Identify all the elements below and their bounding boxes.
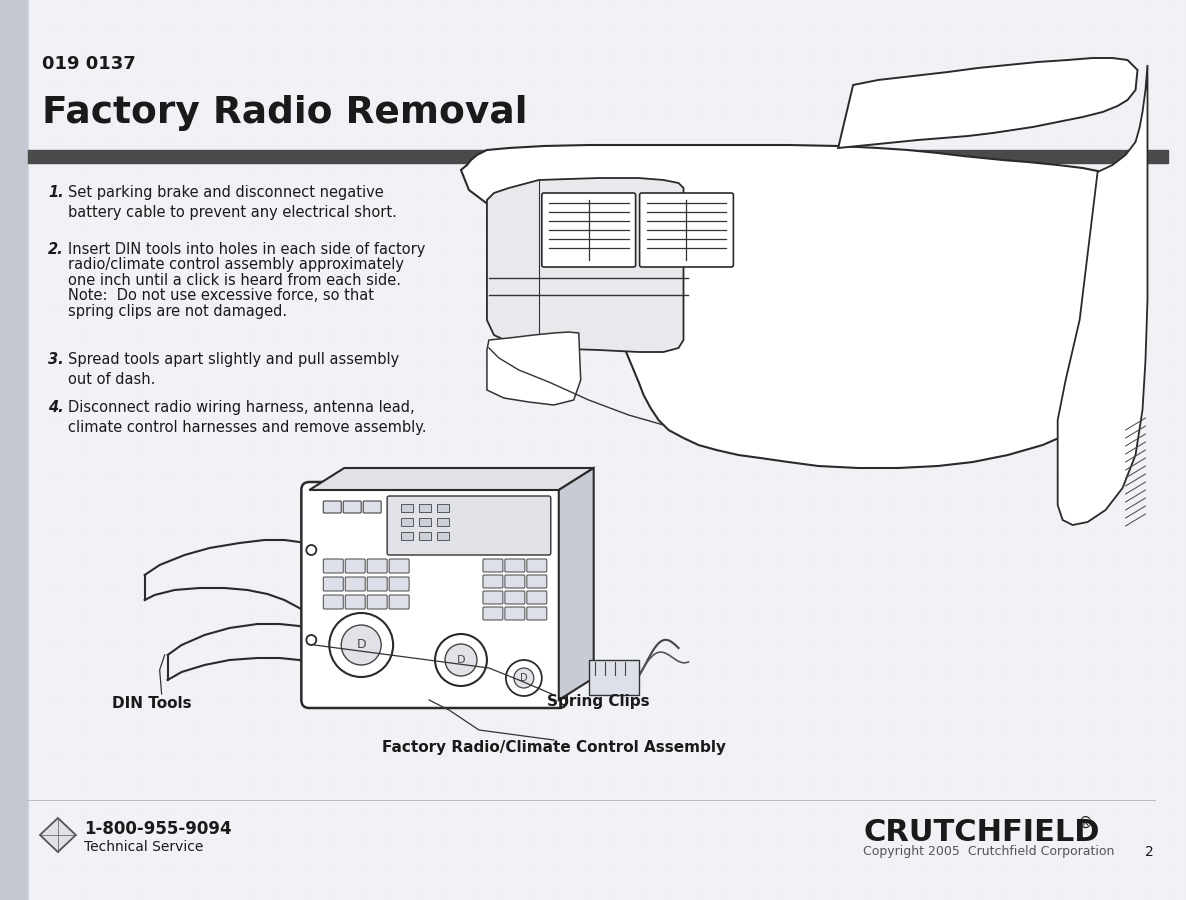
FancyBboxPatch shape [324, 577, 343, 591]
FancyBboxPatch shape [483, 575, 503, 588]
FancyBboxPatch shape [505, 559, 525, 572]
FancyBboxPatch shape [483, 607, 503, 620]
FancyBboxPatch shape [389, 577, 409, 591]
Text: Technical Service: Technical Service [84, 840, 203, 854]
Text: Factory Radio/Climate Control Assembly: Factory Radio/Climate Control Assembly [382, 740, 726, 755]
FancyBboxPatch shape [505, 607, 525, 620]
FancyBboxPatch shape [527, 559, 547, 572]
FancyBboxPatch shape [639, 193, 733, 267]
Text: Note:  Do not use excessive force, so that: Note: Do not use excessive force, so tha… [68, 289, 374, 303]
Bar [401, 504, 413, 512]
Circle shape [330, 613, 393, 677]
Text: spring clips are not damaged.: spring clips are not damaged. [68, 304, 287, 319]
Text: 1-800-955-9094: 1-800-955-9094 [84, 820, 231, 838]
FancyBboxPatch shape [368, 595, 387, 609]
Circle shape [435, 634, 487, 686]
Text: D: D [457, 655, 465, 665]
Circle shape [514, 668, 534, 688]
Polygon shape [487, 178, 683, 352]
Text: Factory Radio Removal: Factory Radio Removal [42, 95, 528, 131]
FancyBboxPatch shape [345, 577, 365, 591]
Text: Set parking brake and disconnect negative
battery cable to prevent any electrica: Set parking brake and disconnect negativ… [68, 185, 397, 220]
FancyBboxPatch shape [505, 591, 525, 604]
Bar [28, 150, 1168, 163]
Bar [401, 532, 413, 540]
Bar [436, 518, 449, 526]
FancyBboxPatch shape [345, 595, 365, 609]
FancyBboxPatch shape [368, 559, 387, 573]
FancyBboxPatch shape [527, 575, 547, 588]
Text: 3.: 3. [47, 352, 64, 367]
Text: 1.: 1. [47, 185, 64, 200]
Bar [419, 518, 431, 526]
FancyBboxPatch shape [363, 501, 381, 513]
Text: D: D [357, 638, 366, 652]
FancyBboxPatch shape [324, 595, 343, 609]
FancyBboxPatch shape [527, 607, 547, 620]
Bar [0, 0, 28, 900]
Text: 2.: 2. [47, 242, 64, 257]
Bar [419, 504, 431, 512]
FancyBboxPatch shape [505, 575, 525, 588]
Text: radio/climate control assembly approximately: radio/climate control assembly approxima… [68, 257, 404, 273]
FancyBboxPatch shape [542, 193, 636, 267]
FancyBboxPatch shape [389, 595, 409, 609]
Text: 019 0137: 019 0137 [42, 55, 135, 73]
Polygon shape [461, 145, 1137, 468]
FancyBboxPatch shape [345, 559, 365, 573]
Polygon shape [559, 468, 594, 700]
Bar [436, 504, 449, 512]
FancyBboxPatch shape [483, 559, 503, 572]
FancyBboxPatch shape [343, 501, 362, 513]
Text: 4.: 4. [47, 400, 64, 415]
Circle shape [342, 625, 381, 665]
Bar [588, 660, 638, 695]
Circle shape [445, 644, 477, 676]
FancyBboxPatch shape [527, 591, 547, 604]
FancyBboxPatch shape [483, 591, 503, 604]
Bar [401, 518, 413, 526]
Text: Spread tools apart slightly and pull assembly
out of dash.: Spread tools apart slightly and pull ass… [68, 352, 400, 387]
Circle shape [306, 545, 317, 555]
Text: DIN Tools: DIN Tools [111, 696, 191, 711]
Text: CRUTCHFIELD: CRUTCHFIELD [863, 818, 1099, 847]
Polygon shape [839, 58, 1137, 148]
FancyBboxPatch shape [324, 559, 343, 573]
Circle shape [306, 635, 317, 645]
Circle shape [506, 660, 542, 696]
Text: D: D [519, 673, 528, 683]
Text: ®: ® [1078, 816, 1092, 831]
Text: Spring Clips: Spring Clips [547, 694, 650, 709]
Text: one inch until a click is heard from each side.: one inch until a click is heard from eac… [68, 273, 401, 288]
Polygon shape [40, 818, 76, 852]
FancyBboxPatch shape [387, 496, 550, 555]
FancyBboxPatch shape [368, 577, 387, 591]
Text: Copyright 2005  Crutchfield Corporation: Copyright 2005 Crutchfield Corporation [863, 845, 1115, 858]
Bar [436, 532, 449, 540]
Text: 2: 2 [1146, 845, 1154, 859]
Polygon shape [1058, 65, 1148, 525]
FancyBboxPatch shape [389, 559, 409, 573]
FancyBboxPatch shape [324, 501, 342, 513]
FancyBboxPatch shape [301, 482, 567, 708]
Polygon shape [310, 468, 594, 490]
Text: Disconnect radio wiring harness, antenna lead,
climate control harnesses and rem: Disconnect radio wiring harness, antenna… [68, 400, 426, 436]
Polygon shape [487, 332, 581, 405]
Bar [419, 532, 431, 540]
Text: Insert DIN tools into holes in each side of factory: Insert DIN tools into holes in each side… [68, 242, 426, 257]
